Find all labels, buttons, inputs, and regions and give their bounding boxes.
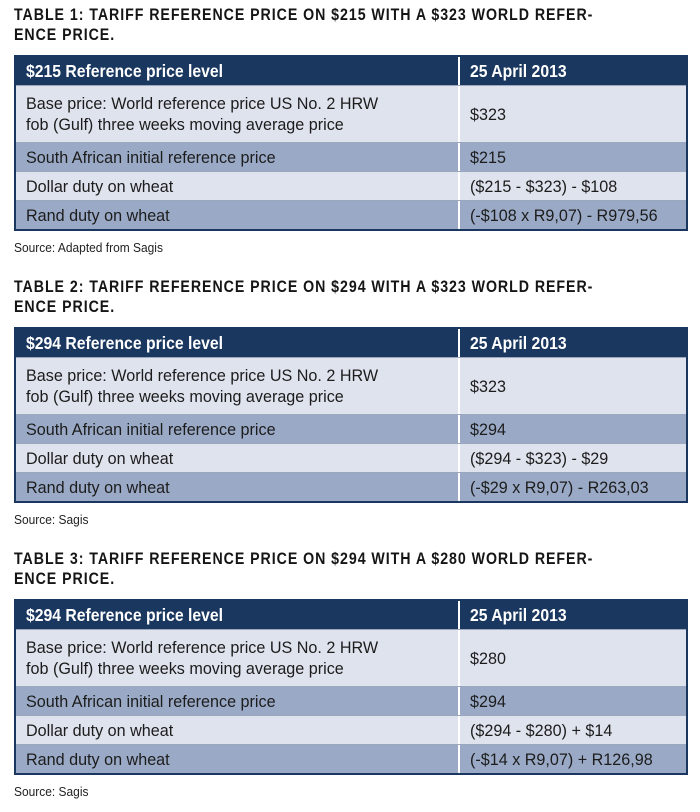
row-label: Rand duty on wheat — [16, 745, 460, 773]
table-source: Source: Adapted from Sagis — [14, 240, 163, 255]
table-title: TABLE 1: TARIFF REFERENCE PRICE ON $215 … — [14, 6, 594, 44]
table-title: TABLE 3: TARIFF REFERENCE PRICE ON $294 … — [14, 550, 594, 588]
table-header-row: $294 Reference price level 25 April 2013 — [16, 601, 686, 629]
row-value: $294 — [470, 691, 506, 711]
table-title: TABLE 2: TARIFF REFERENCE PRICE ON $294 … — [14, 278, 594, 316]
table-row: Base price: World reference price US No.… — [16, 85, 686, 142]
table-row: Dollar duty on wheat ($294 - $323) - $29 — [16, 443, 686, 472]
row-label: Rand duty on wheat — [16, 473, 460, 501]
header-cell-level: $294 Reference price level — [16, 329, 460, 357]
row-value: $215 — [470, 147, 506, 167]
table-header-row: $215 Reference price level 25 April 2013 — [16, 57, 686, 85]
row-label: South African initial reference price — [16, 143, 460, 171]
row-value: (-$108 x R9,07) - R979,56 — [470, 205, 658, 225]
table-source: Source: Sagis — [14, 784, 89, 799]
table-header-row: $294 Reference price level 25 April 2013 — [16, 329, 686, 357]
table-source: Source: Sagis — [14, 512, 89, 527]
table-row: Base price: World reference price US No.… — [16, 629, 686, 686]
table-row: Rand duty on wheat (-$108 x R9,07) - R97… — [16, 200, 686, 229]
price-table: $294 Reference price level 25 April 2013… — [14, 599, 688, 775]
table-row: South African initial reference price $2… — [16, 142, 686, 171]
row-value: (-$14 x R9,07) + R126,98 — [470, 749, 653, 769]
row-label: Dollar duty on wheat — [16, 716, 460, 744]
row-label: Base price: World reference price US No.… — [16, 358, 460, 414]
row-value: ($215 - $323) - $108 — [470, 176, 618, 196]
row-value: $323 — [470, 376, 506, 396]
header-cell-date: 25 April 2013 — [470, 60, 567, 81]
row-value: $294 — [470, 419, 506, 439]
row-value: (-$29 x R9,07) - R263,03 — [470, 477, 649, 497]
header-cell-level: $215 Reference price level — [16, 57, 460, 85]
price-table: $215 Reference price level 25 April 2013… — [14, 55, 688, 231]
header-cell-date: 25 April 2013 — [470, 332, 567, 353]
row-label: Dollar duty on wheat — [16, 172, 460, 200]
row-value: $280 — [470, 648, 506, 668]
row-label: Base price: World reference price US No.… — [16, 630, 460, 686]
header-cell-level: $294 Reference price level — [16, 601, 460, 629]
row-value: $323 — [470, 104, 506, 124]
price-table: $294 Reference price level 25 April 2013… — [14, 327, 688, 503]
row-label: Dollar duty on wheat — [16, 444, 460, 472]
table-row: Dollar duty on wheat ($215 - $323) - $10… — [16, 171, 686, 200]
row-label: South African initial reference price — [16, 687, 460, 715]
row-label: Rand duty on wheat — [16, 201, 460, 229]
table-row: Dollar duty on wheat ($294 - $280) + $14 — [16, 715, 686, 744]
header-cell-date: 25 April 2013 — [470, 604, 567, 625]
row-label: South African initial reference price — [16, 415, 460, 443]
table-row: Rand duty on wheat (-$29 x R9,07) - R263… — [16, 472, 686, 501]
row-value: ($294 - $323) - $29 — [470, 448, 609, 468]
row-value: ($294 - $280) + $14 — [470, 720, 613, 740]
table-row: South African initial reference price $2… — [16, 414, 686, 443]
row-label: Base price: World reference price US No.… — [16, 86, 460, 142]
table-row: South African initial reference price $2… — [16, 686, 686, 715]
table-row: Base price: World reference price US No.… — [16, 357, 686, 414]
table-row: Rand duty on wheat (-$14 x R9,07) + R126… — [16, 744, 686, 773]
